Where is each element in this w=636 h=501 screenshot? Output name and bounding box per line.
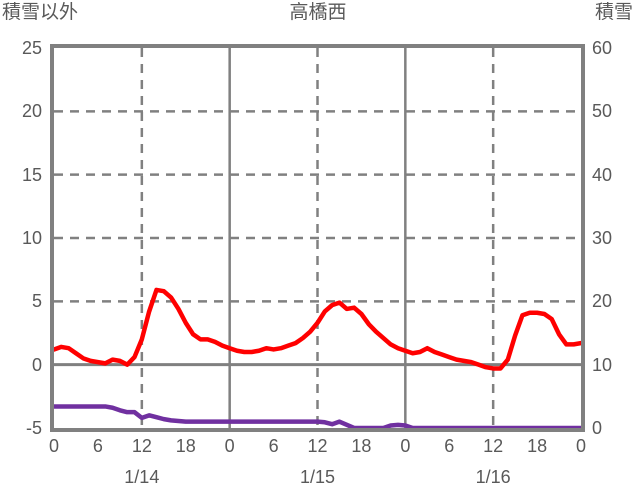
- series-line-snow-depth: [54, 404, 581, 428]
- x-tick-label: 0: [400, 436, 411, 456]
- y-tick-label-right: 60: [592, 38, 613, 58]
- y-tick-label-left: 15: [21, 164, 42, 185]
- plot-area: [50, 44, 585, 432]
- y-tick-label-right: 20: [592, 291, 613, 312]
- y-tick-label-right: 30: [592, 228, 613, 248]
- x-tick-label: 6: [92, 436, 103, 456]
- x-day-label: 1/16: [475, 467, 511, 487]
- plot-svg: [54, 48, 581, 428]
- plot-inner: [54, 48, 581, 428]
- x-tick-label: 18: [527, 436, 548, 456]
- y-tick-label-left: 5: [31, 291, 42, 312]
- y-tick-label-right: 50: [592, 101, 613, 122]
- series-line-precip: [54, 287, 581, 371]
- y-tick-label-left: 25: [21, 38, 42, 58]
- left-axis-title: 積雪以外: [2, 2, 79, 23]
- y-tick-label-left: -5: [25, 418, 42, 438]
- y-tick-label-right: 0: [592, 418, 603, 438]
- x-tick-label: 0: [575, 436, 586, 456]
- x-tick-label: 0: [48, 436, 59, 456]
- x-tick-label: 0: [224, 436, 235, 456]
- x-day-label: 1/15: [299, 467, 336, 487]
- chart-title: 高橋西: [289, 2, 347, 23]
- y-tick-label-left: 10: [21, 228, 42, 248]
- y-tick-label-right: 40: [592, 164, 613, 185]
- x-tick-label: 12: [483, 436, 504, 456]
- x-tick-label: 12: [307, 436, 328, 456]
- x-tick-label: 12: [131, 436, 152, 456]
- y-tick-label-right: 10: [592, 354, 613, 375]
- x-tick-label: 18: [351, 436, 372, 456]
- y-tick-label-left: 0: [31, 354, 42, 375]
- right-axis-title: 積雪: [594, 2, 633, 23]
- x-tick-label: 6: [268, 436, 279, 456]
- y-tick-label-left: 20: [21, 101, 42, 122]
- x-day-label: 1/14: [124, 467, 160, 487]
- grid-layer: [54, 48, 581, 428]
- x-tick-label: 18: [175, 436, 196, 456]
- x-tick-label: 6: [444, 436, 455, 456]
- series-layer: [54, 287, 581, 428]
